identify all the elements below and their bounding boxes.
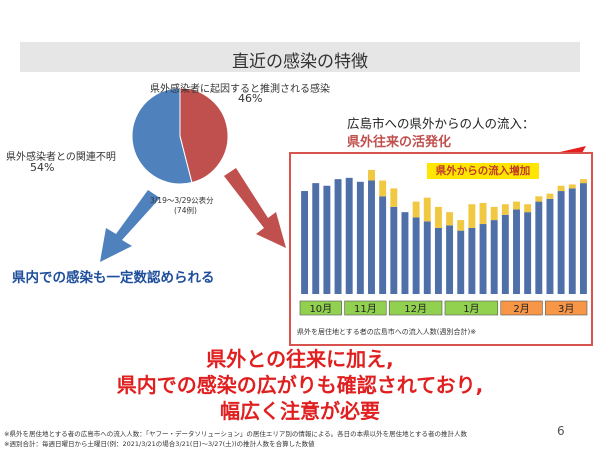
big-message-line2: 県内での感染の広がりも確認されており, bbox=[116, 373, 484, 397]
title-bar bbox=[20, 42, 580, 72]
pie-label-outside: 県外感染者に起因すると推測される感染 bbox=[150, 84, 330, 95]
month-label-4: 2月 bbox=[513, 303, 529, 315]
month-box-4 bbox=[500, 300, 543, 316]
red-arrow bbox=[224, 168, 286, 248]
footnote-1: ※県外を居住地とする者の広島市への流入人数：「ヤフー・データソリューション」の居… bbox=[4, 430, 467, 438]
bar-1-series-0 bbox=[312, 183, 320, 294]
bar-13-series-1 bbox=[446, 212, 454, 226]
bar-20-series-1 bbox=[524, 204, 532, 213]
right-heading: 広島市への県外からの人の流入： bbox=[347, 116, 535, 131]
bar-0-series-0 bbox=[301, 191, 309, 294]
bar-11-series-1 bbox=[423, 197, 431, 222]
bar-12-series-0 bbox=[434, 228, 442, 294]
month-label-3: 1月 bbox=[463, 303, 479, 315]
chart-callout: 県外からの流入増加 bbox=[427, 163, 539, 179]
bar-25-series-0 bbox=[579, 183, 587, 294]
bar-7-series-0 bbox=[379, 196, 387, 294]
bar-17-series-1 bbox=[490, 206, 498, 221]
footnote-2: ※週別合計：毎週日曜日から土曜日(例：2021/3/21の場合3/21(日)～3… bbox=[4, 440, 315, 448]
bar-14-series-1 bbox=[457, 220, 465, 231]
bar-18-series-0 bbox=[501, 214, 509, 294]
bar-25-series-1 bbox=[579, 179, 587, 184]
bar-2-series-0 bbox=[323, 185, 331, 294]
bar-24-series-1 bbox=[568, 184, 576, 189]
bar-8-series-0 bbox=[390, 206, 398, 294]
bar-16-series-0 bbox=[479, 224, 487, 294]
bar-22-series-1 bbox=[546, 193, 554, 199]
bar-21-series-0 bbox=[535, 201, 543, 294]
bar-23-series-0 bbox=[557, 191, 565, 294]
month-box-5 bbox=[545, 300, 588, 316]
bar-10-series-0 bbox=[412, 217, 420, 294]
chart-caption: 県外を居住地とする者の広島市への流入人数(週別合計)※ bbox=[297, 328, 477, 336]
bar-21-series-1 bbox=[535, 196, 543, 202]
bar-3-series-0 bbox=[334, 179, 342, 294]
bar-13-series-0 bbox=[446, 225, 454, 294]
page-number: 6 bbox=[557, 424, 565, 438]
pie-slice-0 bbox=[131, 87, 193, 185]
bar-chart: 10月 11月 12月 1月 2月 3月 bbox=[299, 169, 588, 316]
month-box-1 bbox=[344, 300, 387, 316]
bar-19-series-1 bbox=[513, 201, 520, 210]
bar-24-series-0 bbox=[568, 188, 576, 294]
month-label-2: 12月 bbox=[404, 303, 427, 315]
bar-19-series-0 bbox=[513, 209, 520, 294]
pie-label-unknown: 県外感染者との関連不明 bbox=[6, 152, 116, 163]
pie-note-line1: 3/19～3/29公表分 bbox=[150, 196, 214, 205]
bar-12-series-1 bbox=[434, 206, 442, 228]
bar-15-series-0 bbox=[468, 228, 476, 294]
big-message-line3: 幅広く注意が必要 bbox=[220, 399, 380, 423]
bar-9-series-0 bbox=[401, 212, 409, 294]
pie-pct-unknown: 54% bbox=[30, 161, 55, 174]
bar-20-series-0 bbox=[524, 212, 532, 294]
bar-10-series-1 bbox=[412, 201, 420, 218]
pie-note-line2: (74例) bbox=[174, 206, 197, 215]
page-title: 直近の感染の特徴 bbox=[232, 52, 368, 72]
month-box-3 bbox=[444, 300, 499, 316]
big-message-line1: 県外との往来に加え, bbox=[206, 347, 394, 371]
blue-message: 県内での感染も一定数認められる bbox=[12, 270, 215, 286]
pie-chart bbox=[131, 87, 229, 185]
bar-17-series-0 bbox=[490, 220, 498, 294]
blue-arrow bbox=[100, 190, 160, 262]
month-box-0 bbox=[299, 300, 342, 316]
bar-11-series-0 bbox=[423, 221, 431, 294]
bar-22-series-0 bbox=[546, 198, 554, 294]
bar-23-series-1 bbox=[557, 185, 565, 192]
bar-6-series-0 bbox=[368, 180, 375, 294]
bar-14-series-0 bbox=[457, 230, 465, 294]
month-label-0: 10月 bbox=[309, 303, 332, 315]
pie-slice-1 bbox=[179, 87, 229, 184]
bar-6-series-1 bbox=[368, 169, 375, 181]
bar-15-series-1 bbox=[468, 204, 476, 228]
month-label-5: 3月 bbox=[558, 303, 574, 315]
bar-8-series-1 bbox=[390, 188, 398, 207]
month-label-1: 11月 bbox=[354, 303, 377, 315]
bar-5-series-0 bbox=[356, 181, 364, 294]
pie-pct-outside: 46% bbox=[238, 92, 263, 105]
month-box-2 bbox=[388, 300, 443, 316]
bar-7-series-1 bbox=[379, 180, 387, 197]
right-subheading: 県外往来の活発化 bbox=[347, 135, 452, 150]
bar-18-series-1 bbox=[501, 204, 509, 215]
bar-4-series-0 bbox=[345, 177, 353, 294]
bar-16-series-1 bbox=[479, 202, 487, 225]
